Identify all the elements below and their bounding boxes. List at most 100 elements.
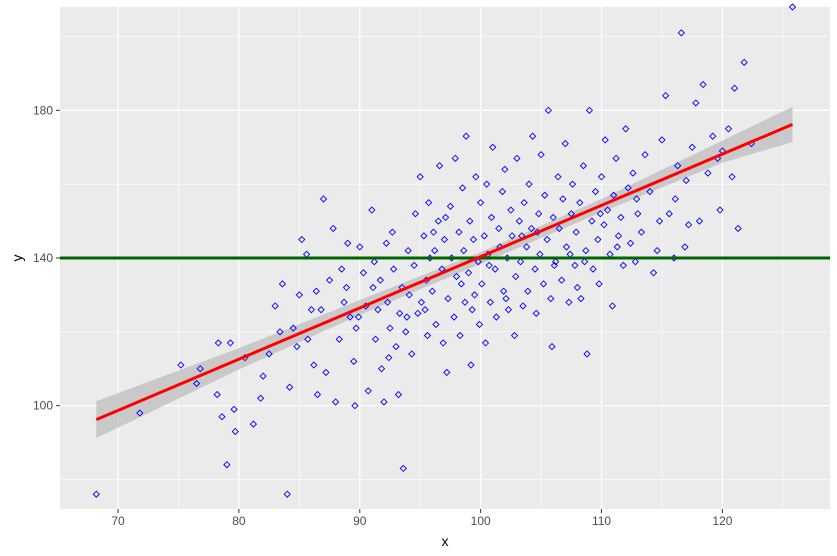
data-point bbox=[218, 413, 226, 421]
data-point bbox=[510, 331, 519, 340]
data-point bbox=[196, 365, 204, 373]
data-point bbox=[617, 213, 625, 222]
data-point bbox=[354, 313, 363, 321]
data-point bbox=[440, 235, 449, 244]
data-point bbox=[730, 84, 739, 92]
data-point bbox=[649, 269, 658, 277]
data-point bbox=[136, 409, 144, 417]
y-tick-label: 180 bbox=[33, 103, 53, 117]
data-point bbox=[499, 287, 508, 295]
data-point bbox=[548, 342, 556, 351]
data-point bbox=[531, 265, 539, 273]
data-point bbox=[626, 239, 635, 247]
data-point bbox=[177, 361, 185, 369]
x-tick-label: 90 bbox=[353, 514, 367, 528]
data-point bbox=[322, 368, 330, 377]
data-point bbox=[257, 394, 265, 402]
data-point bbox=[259, 372, 267, 380]
data-point bbox=[214, 339, 222, 347]
y-tick-label: 100 bbox=[33, 399, 53, 413]
data-point bbox=[265, 350, 273, 358]
data-point bbox=[591, 187, 600, 196]
data-point bbox=[492, 313, 501, 321]
data-point bbox=[452, 272, 461, 281]
x-tick-label: 120 bbox=[712, 514, 732, 528]
data-point bbox=[451, 154, 459, 162]
data-point bbox=[641, 151, 649, 159]
data-point bbox=[411, 210, 420, 218]
data-point bbox=[444, 294, 452, 303]
data-point bbox=[486, 298, 494, 306]
data-point bbox=[92, 490, 100, 498]
data-point bbox=[559, 195, 567, 203]
data-point bbox=[532, 309, 540, 318]
data-point bbox=[655, 217, 664, 225]
data-point bbox=[583, 350, 591, 358]
data-point bbox=[416, 173, 424, 181]
data-point bbox=[550, 261, 559, 270]
regression-line bbox=[95, 122, 794, 422]
data-point bbox=[619, 261, 627, 270]
data-point bbox=[441, 213, 450, 222]
data-point bbox=[695, 217, 704, 225]
data-point bbox=[392, 342, 400, 351]
data-point bbox=[485, 261, 493, 270]
data-point bbox=[443, 368, 451, 377]
data-point bbox=[573, 283, 581, 292]
data-point bbox=[661, 91, 670, 100]
data-point bbox=[468, 306, 476, 314]
data-point bbox=[319, 195, 328, 203]
data-point bbox=[551, 258, 560, 266]
data-point bbox=[317, 306, 325, 314]
data-point bbox=[402, 328, 410, 336]
data-point bbox=[369, 283, 377, 292]
data-point bbox=[513, 154, 521, 162]
data-point bbox=[477, 198, 485, 207]
data-point bbox=[380, 398, 388, 406]
data-point bbox=[230, 405, 238, 413]
data-point bbox=[307, 306, 316, 314]
data-point bbox=[600, 221, 608, 229]
data-point bbox=[386, 324, 394, 332]
data-point bbox=[709, 132, 717, 140]
data-point bbox=[329, 224, 337, 233]
data-point bbox=[226, 339, 235, 347]
data-point bbox=[682, 176, 690, 185]
data-point bbox=[283, 490, 291, 498]
data-point bbox=[420, 232, 428, 240]
data-point bbox=[399, 464, 407, 473]
data-point bbox=[460, 246, 468, 255]
data-point bbox=[464, 269, 473, 277]
data-point bbox=[502, 294, 510, 303]
data-point bbox=[529, 132, 537, 140]
data-point bbox=[577, 294, 585, 303]
data-point bbox=[554, 173, 562, 181]
data-point bbox=[223, 461, 231, 469]
data-point bbox=[466, 217, 474, 225]
data-point bbox=[585, 106, 594, 114]
data-point bbox=[608, 302, 617, 310]
data-point bbox=[637, 228, 646, 236]
data-point bbox=[520, 198, 528, 207]
data-point bbox=[457, 280, 465, 288]
data-point bbox=[632, 195, 641, 203]
data-point bbox=[568, 180, 577, 188]
data-point bbox=[461, 298, 469, 306]
data-point bbox=[428, 287, 436, 295]
data-point bbox=[351, 402, 359, 410]
data-point bbox=[728, 173, 736, 181]
x-axis-ticks: 70 80 90 100 110 120 bbox=[111, 509, 733, 528]
data-point bbox=[231, 427, 239, 436]
data-point bbox=[481, 339, 490, 347]
data-point bbox=[483, 180, 491, 188]
data-point bbox=[432, 320, 440, 329]
data-point bbox=[603, 206, 612, 214]
data-point bbox=[346, 313, 354, 321]
data-point bbox=[389, 265, 398, 273]
data-point bbox=[304, 335, 312, 343]
data-point bbox=[469, 235, 478, 244]
data-point bbox=[646, 187, 654, 196]
data-point bbox=[549, 213, 557, 222]
data-point bbox=[788, 3, 797, 11]
data-point bbox=[653, 246, 661, 255]
